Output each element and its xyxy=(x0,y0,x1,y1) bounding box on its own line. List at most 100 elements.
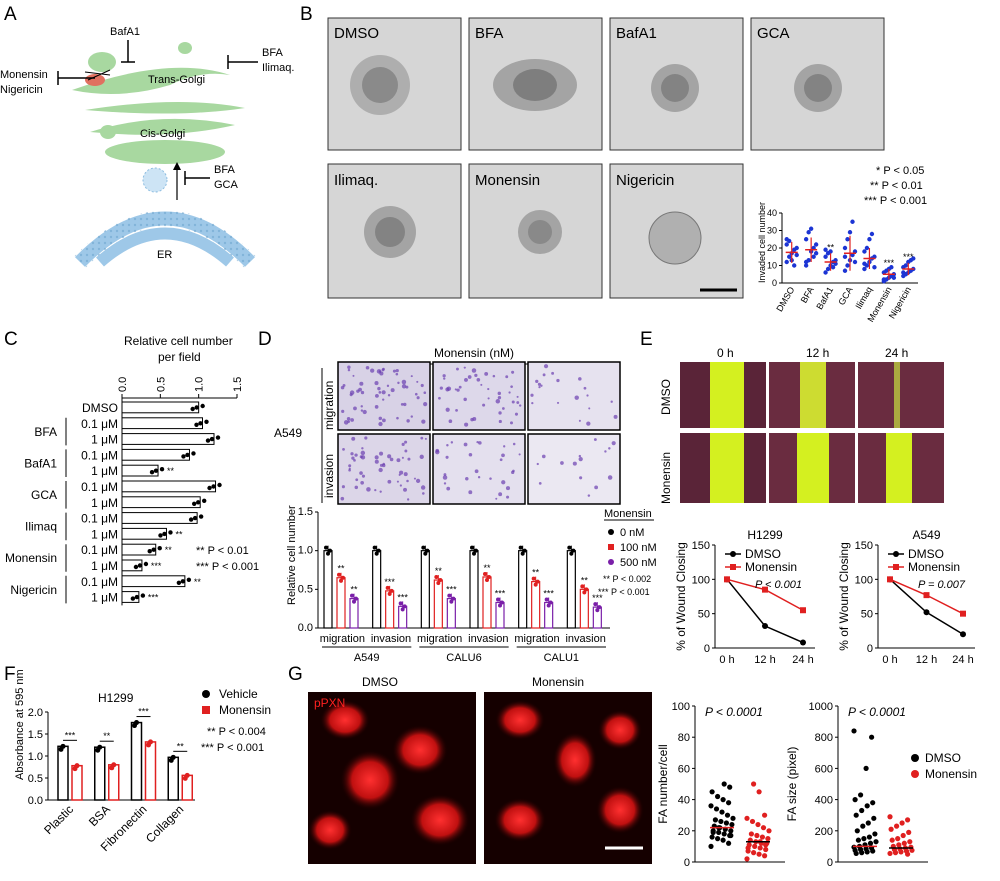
cell-speck xyxy=(588,407,591,410)
data-point xyxy=(354,596,358,601)
group-label: Monensin xyxy=(5,551,57,565)
cell-speck xyxy=(401,456,404,459)
significance-label: *** xyxy=(148,593,159,603)
data-point xyxy=(752,843,758,850)
group-label: BFA xyxy=(34,425,57,439)
data-point xyxy=(546,603,551,608)
data-point xyxy=(726,840,732,846)
data-point xyxy=(728,832,734,839)
pval: *** P < 0.001 xyxy=(201,742,264,754)
cell-speck xyxy=(360,455,366,460)
legend-marker xyxy=(893,551,899,557)
x-tick-label: 12 h xyxy=(916,654,937,666)
cell-speck xyxy=(442,374,446,378)
data-point xyxy=(869,734,875,740)
data-point xyxy=(850,219,855,224)
cell-speck xyxy=(505,486,511,491)
cell-speck xyxy=(505,375,509,379)
cell-speck xyxy=(438,396,441,400)
cell-speck xyxy=(416,380,419,383)
panel-g-charts: DMSO Monensin FA number/cell 0 20 40 60 80 100… xyxy=(656,701,977,869)
data-point xyxy=(960,610,966,617)
cell-speck xyxy=(542,373,546,377)
significance-label: ** xyxy=(435,566,443,576)
data-point xyxy=(729,821,735,828)
significance-label: ** xyxy=(165,545,173,555)
legend-item: 100 nM xyxy=(620,542,657,554)
cell-speck xyxy=(579,476,583,480)
cell-speck xyxy=(352,374,355,377)
cell-speck xyxy=(578,456,583,462)
bar xyxy=(579,588,589,629)
y-tick-label: 20 xyxy=(767,243,777,253)
cell-speck xyxy=(464,377,468,382)
cell-speck xyxy=(348,467,351,470)
legend-marker xyxy=(608,559,614,565)
data-point xyxy=(200,403,205,409)
data-point xyxy=(159,467,165,472)
data-point xyxy=(133,564,139,570)
data-point xyxy=(891,275,897,280)
cell-speck xyxy=(419,454,424,459)
cell-speck xyxy=(386,384,390,388)
cell-line-label: CALU1 xyxy=(544,652,579,664)
row-label: 0.1 μM xyxy=(81,480,118,494)
spheroid-image-nigericin: Nigericin xyxy=(609,163,744,299)
transwell-image xyxy=(432,361,526,431)
bar xyxy=(336,577,346,629)
data-point xyxy=(709,834,715,840)
y-tick-label: 150 xyxy=(855,540,873,552)
data-point xyxy=(808,226,814,231)
x-tick-label: GCA xyxy=(836,285,854,307)
image-title: DMSO xyxy=(362,675,398,689)
x-tick-label: DMSO xyxy=(774,285,796,313)
data-point xyxy=(215,435,221,440)
data-point xyxy=(754,832,760,839)
row-label-invasion: invasion xyxy=(322,454,336,498)
data-point xyxy=(168,757,174,763)
panel-b-chart: * P < 0.05 ** P < 0.01 *** P < 0.001 Inv… xyxy=(757,165,927,324)
data-point xyxy=(899,820,905,826)
fluorescence-image-dmso: pPXN xyxy=(308,692,476,864)
data-point xyxy=(387,591,392,596)
image-label: Monensin xyxy=(475,172,540,189)
data-point xyxy=(531,576,536,581)
bar xyxy=(121,480,217,493)
cell-speck xyxy=(467,375,472,379)
cell-speck xyxy=(397,381,400,385)
panel-letter-f: F xyxy=(4,664,16,685)
row-label-dmso: DMSO xyxy=(659,379,673,415)
data-point xyxy=(72,766,78,772)
time-label: 12 h xyxy=(806,346,829,360)
panel-d-images: Monensin (nM) 0 100 500 A549 migration i… xyxy=(274,346,621,505)
panel-letter-e: E xyxy=(640,329,653,350)
cell-speck xyxy=(608,447,611,450)
data-point xyxy=(784,242,789,247)
data-point xyxy=(202,498,207,503)
data-point xyxy=(209,436,215,442)
bar xyxy=(433,579,443,629)
panel-letter-g: G xyxy=(288,664,303,685)
data-point xyxy=(852,797,858,803)
cell-speck xyxy=(381,390,386,395)
axis-title-line1: Relative cell number xyxy=(124,334,233,348)
cell-speck xyxy=(456,367,459,371)
y-tick-label: 0.0 xyxy=(28,795,43,807)
data-point xyxy=(842,245,848,251)
cell-speck xyxy=(420,485,426,490)
cell-speck xyxy=(587,494,591,497)
y-tick-label: 30 xyxy=(767,226,777,236)
cell-speck xyxy=(421,419,426,424)
x-tick-label: invasion xyxy=(371,633,411,645)
cell-speck xyxy=(360,390,365,395)
cell-speck xyxy=(374,455,379,460)
data-point xyxy=(571,548,576,553)
image-label: BafA1 xyxy=(616,25,657,42)
y-tick-label: 0.5 xyxy=(298,583,313,595)
cell-speck xyxy=(518,404,522,407)
data-point xyxy=(181,454,186,459)
data-point xyxy=(520,551,525,556)
panel-letters: A B C D E F G xyxy=(4,4,653,685)
golgi-cisterna xyxy=(72,67,230,94)
cell-speck xyxy=(390,388,395,393)
